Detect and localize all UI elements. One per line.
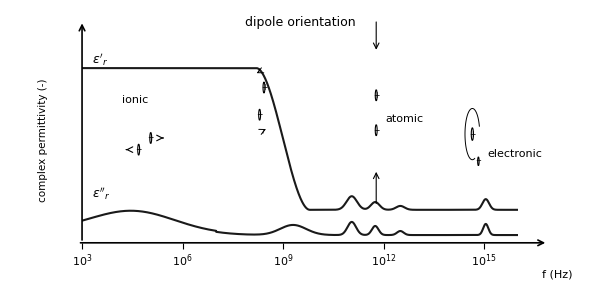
Text: f (Hz): f (Hz) [541, 270, 572, 280]
Text: $\varepsilon'_r$: $\varepsilon'_r$ [92, 52, 108, 68]
Text: atomic: atomic [385, 114, 423, 124]
Text: ionic: ionic [122, 95, 149, 105]
Text: +: + [147, 133, 154, 143]
Text: complex permittivity (-): complex permittivity (-) [38, 78, 48, 202]
Text: electronic: electronic [487, 149, 542, 159]
Text: +: + [469, 130, 476, 139]
Text: −: − [136, 145, 142, 154]
Text: dipole orientation: dipole orientation [245, 16, 355, 29]
Text: +: + [373, 91, 379, 100]
Text: −: − [475, 158, 481, 164]
Text: −: − [257, 110, 263, 119]
Text: +: + [261, 83, 267, 92]
Text: −: − [373, 126, 379, 135]
Text: $\varepsilon''_r$: $\varepsilon''_r$ [92, 186, 111, 202]
